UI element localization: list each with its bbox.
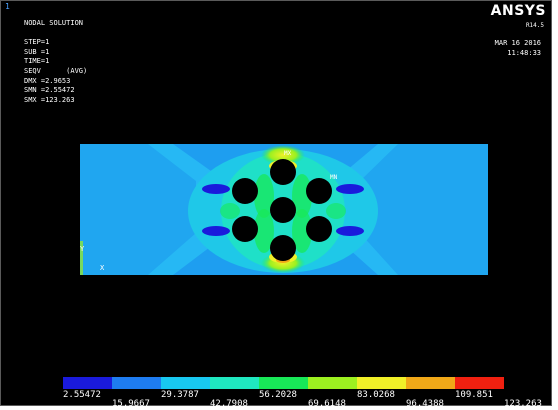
contour-plot[interactable]: MN MX Y X [78,141,490,277]
edge-zone [80,241,83,275]
solution-info: NODAL SOLUTION STEP=1 SUB =1 TIME=1 SEQV… [24,19,87,105]
legend-swatch [406,377,455,389]
legend-swatch [63,377,112,389]
left-inner-region [80,144,196,275]
ansys-logo: ANSYS [490,3,546,19]
mn-marker: MN [330,174,338,181]
legend-label: 109.851 [455,390,493,400]
window-number: 1 [5,2,10,11]
bolt-hole [270,197,296,223]
low-stress-lobe [336,184,364,194]
ligament-zone [254,174,274,218]
side-zone [220,203,240,219]
legend-swatch [308,377,357,389]
legend-label: 69.6148 [308,399,346,409]
info-line: SUB =1 [24,47,50,56]
ligament-zone [292,209,312,253]
low-stress-lobe [336,226,364,236]
legend-swatch [357,377,406,389]
x-axis-label: X [100,264,105,272]
bolt-hole [270,159,296,185]
low-stress-lobe [202,226,230,236]
side-zone [326,203,346,219]
legend-swatch [259,377,308,389]
legend-label: 15.9667 [112,399,150,409]
date-label: MAR 16 2016 [494,39,541,47]
legend-label: 123.263 [504,399,542,409]
legend-label: 29.3787 [161,390,199,400]
info-line: SEQV (AVG) [24,66,88,75]
bolt-hole [306,216,332,242]
ligament-zone [292,174,312,218]
low-stress-lobe [202,184,230,194]
legend-label: 42.7908 [210,399,248,409]
info-line: SMX =123.263 [24,95,75,104]
hot-spot-top [261,145,305,165]
y-axis-label: Y [80,245,85,253]
bolt-hole [232,178,258,204]
color-legend [63,377,504,389]
legend-label: 83.0268 [357,390,395,400]
legend-swatch [455,377,504,389]
mx-marker: MX [284,150,292,157]
legend-label: 56.2028 [259,390,297,400]
info-line: SMN =2.55472 [24,86,75,95]
info-line: STEP=1 [24,38,50,47]
legend-label: 2.55472 [63,390,101,400]
legend-swatch [112,377,161,389]
version-label: R14.5 [525,22,544,29]
ligament-zone [254,209,274,253]
bolt-hole [232,216,258,242]
info-line [24,29,87,39]
info-line: NODAL SOLUTION [24,19,84,27]
info-line: TIME=1 [24,57,50,66]
info-line: DMX =2.9653 [24,76,71,85]
timestamp: MAR 16 2016 11:48:33 [495,39,541,58]
legend-label: 96.4388 [406,399,444,409]
legend-swatch [161,377,210,389]
legend-swatch [210,377,259,389]
bolt-hole [270,235,296,261]
time-label: 11:48:33 [507,48,541,57]
right-inner-region [360,144,488,275]
bolt-hole [306,178,332,204]
